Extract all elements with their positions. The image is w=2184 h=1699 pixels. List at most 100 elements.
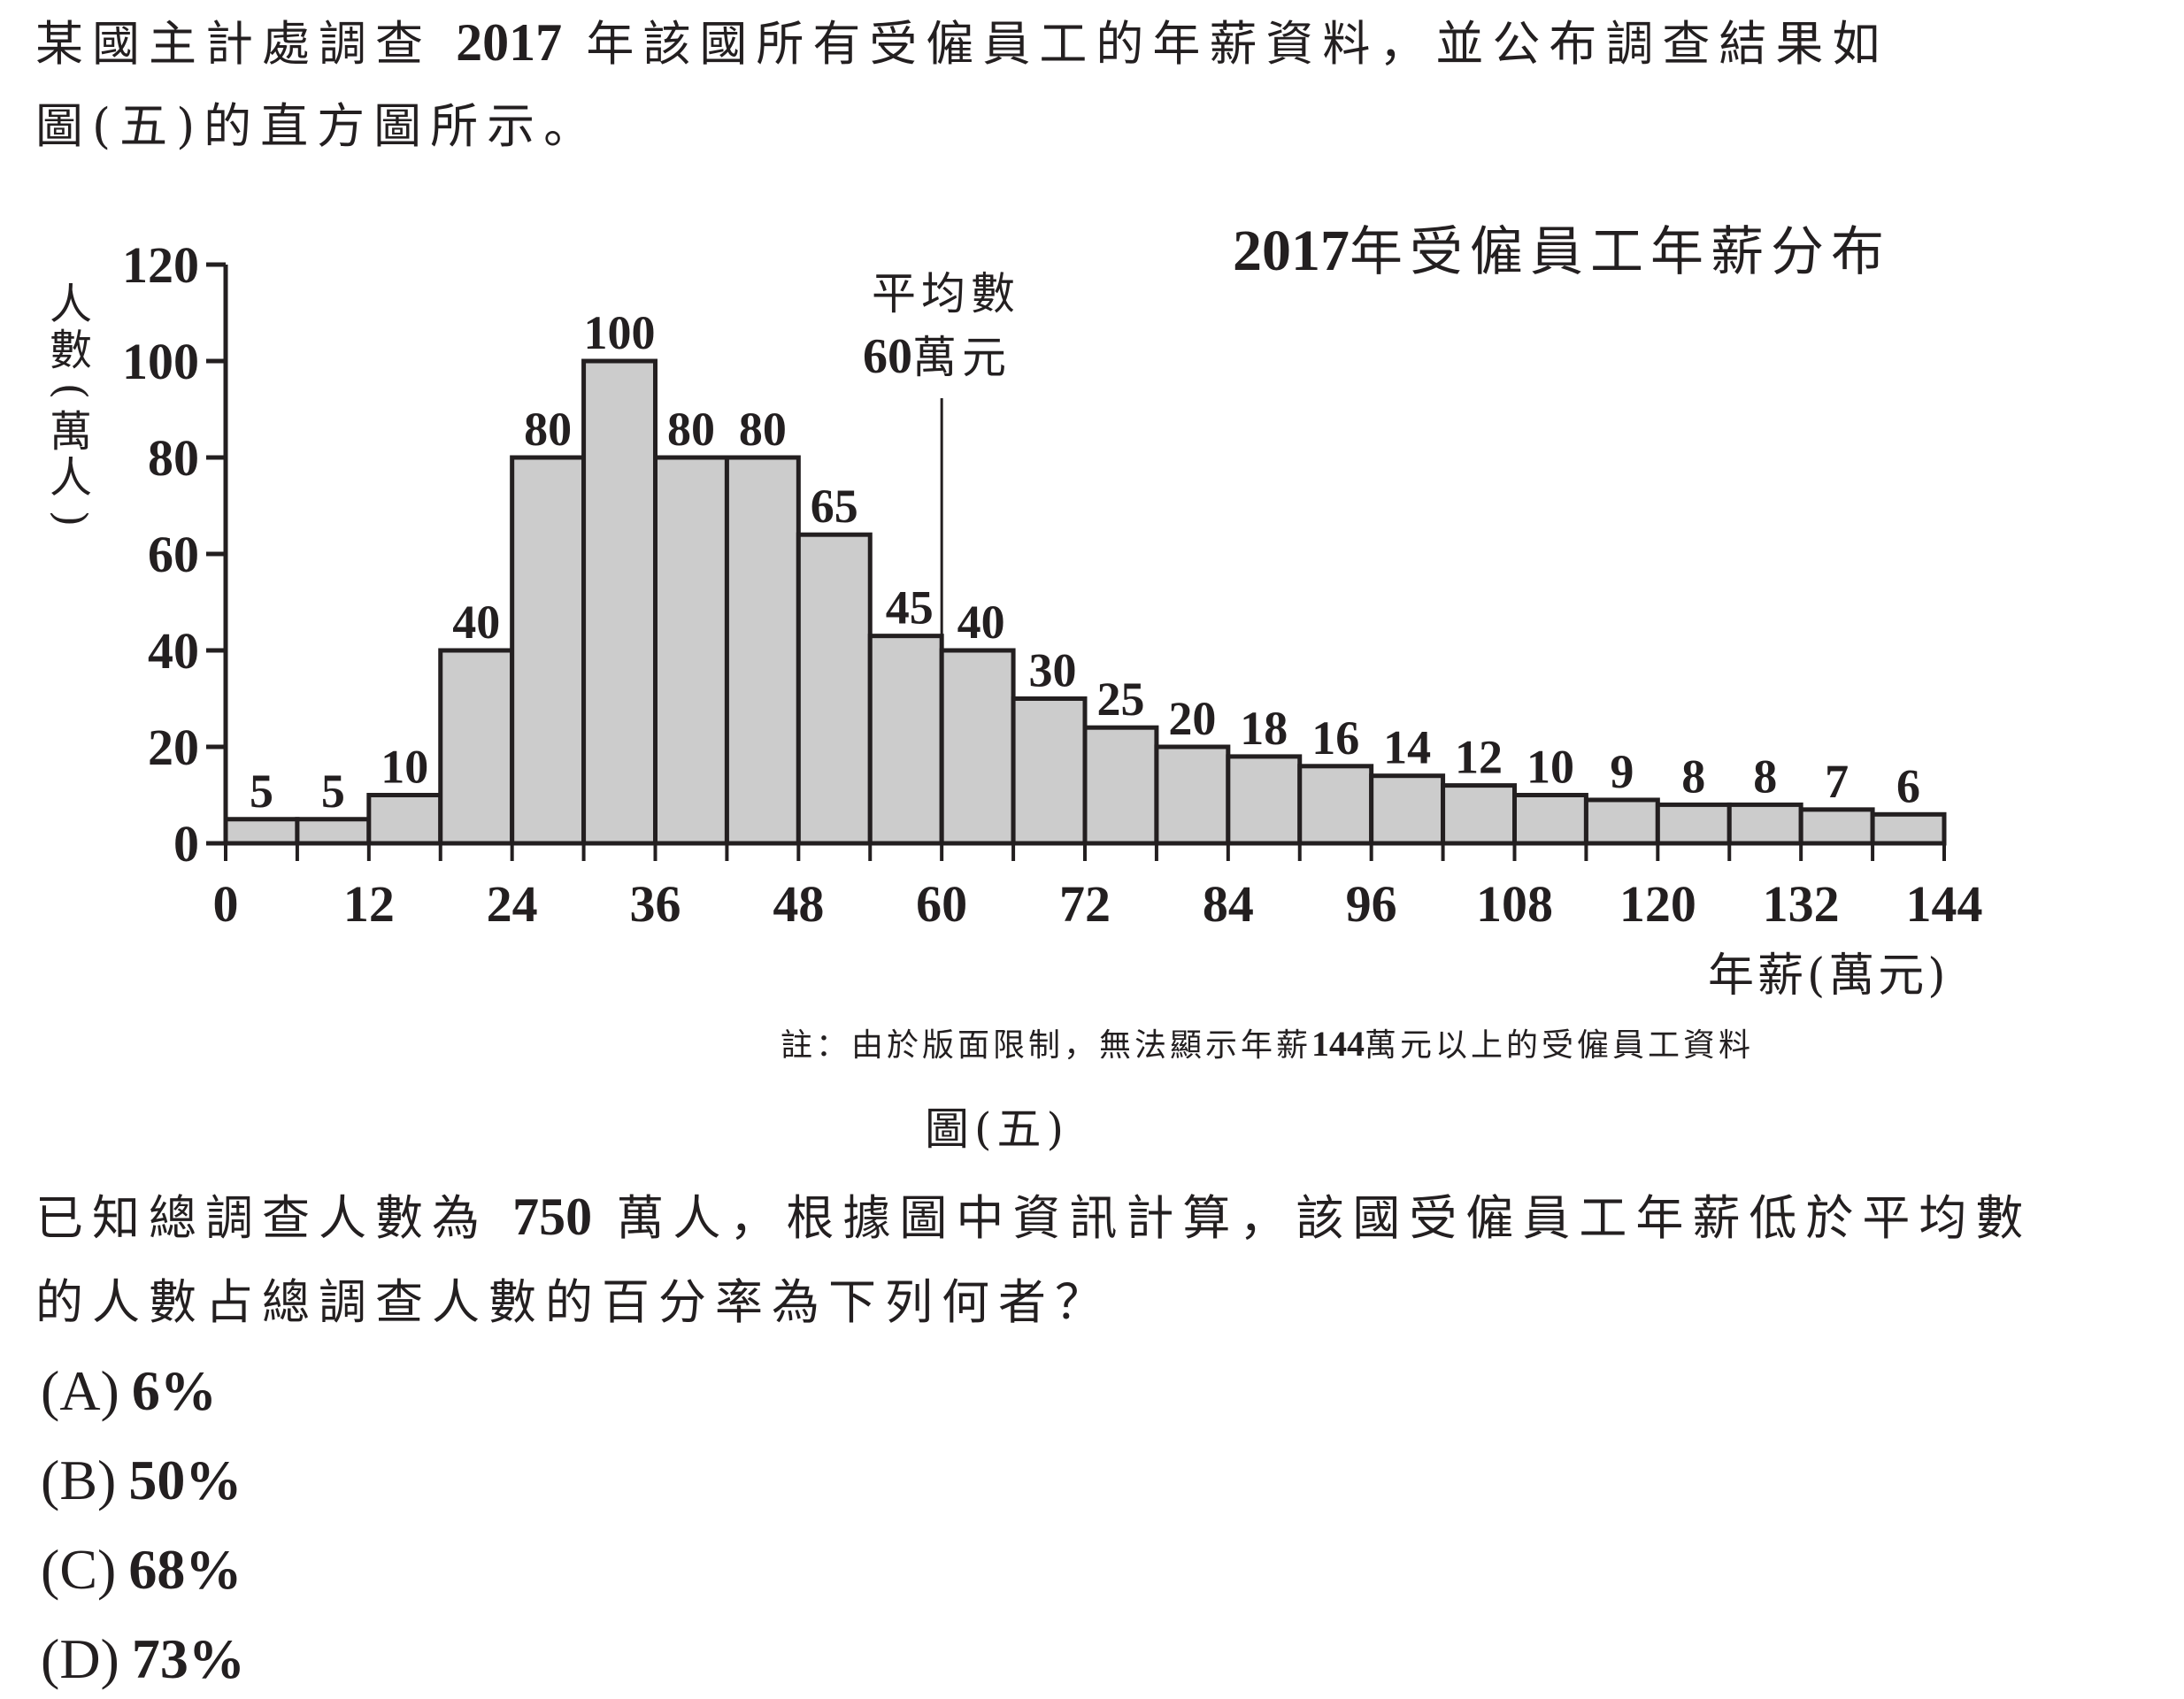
- histogram-bar: [223, 817, 300, 846]
- y-axis-label: 人數(萬人): [46, 281, 96, 536]
- x-tick-label: 132: [1763, 875, 1840, 933]
- histogram-bar: [295, 817, 372, 846]
- histogram-bar: [366, 793, 443, 846]
- question-text: 萬人，根據圖中資訊計算，該國受僱員工年薪低於平均數: [616, 1190, 2033, 1246]
- histogram-bar: [653, 455, 729, 846]
- x-tick-label: 108: [1476, 875, 1553, 933]
- histogram-bar: [1369, 773, 1446, 846]
- option-label: (C): [41, 1538, 117, 1601]
- histogram-bar: [1011, 696, 1088, 846]
- option-value: 6%: [131, 1359, 217, 1422]
- histogram-bar: [1154, 744, 1231, 846]
- mean-annotation-line-1: 平均數: [872, 268, 1020, 319]
- bar-value-label: 80: [667, 403, 715, 456]
- histogram-bar: [1441, 783, 1518, 846]
- option-label: (D): [41, 1627, 119, 1690]
- histogram-bar: [581, 358, 658, 846]
- histogram-bar: [1726, 802, 1803, 846]
- y-axis-label-char: ): [46, 510, 96, 527]
- x-tick-label: 12: [343, 875, 395, 933]
- bar-value-label: 14: [1383, 721, 1431, 774]
- bar-value-label: 8: [1753, 750, 1777, 803]
- intro-text: 年該國所有受僱員工的年薪資料，並公布調查結果如: [586, 16, 1889, 72]
- option-c[interactable]: (C) 68%: [41, 1541, 242, 1598]
- x-tick-label: 120: [1619, 875, 1696, 933]
- histogram-bar: [1512, 793, 1588, 846]
- histogram-bar: [939, 648, 1016, 846]
- x-tick-label: 144: [1906, 875, 1983, 933]
- figure-caption: 圖(五): [925, 1103, 1070, 1155]
- y-tick-label: 80: [148, 429, 199, 487]
- histogram-bar: [510, 455, 587, 846]
- chart-note: 註：由於版面限制，無法顯示年薪144萬元以上的受僱員工資料: [781, 1019, 1754, 1065]
- bar-value-label: 40: [957, 596, 1005, 649]
- x-tick-label: 96: [1346, 875, 1397, 933]
- question-text: 已知總調查人數為: [35, 1190, 488, 1246]
- option-label: (A): [41, 1359, 119, 1422]
- histogram-bar: [1655, 802, 1732, 846]
- bar-value-label: 80: [739, 403, 787, 456]
- note-number: 144: [1311, 1024, 1365, 1064]
- option-d[interactable]: (D) 73%: [41, 1631, 245, 1687]
- option-label: (B): [41, 1449, 117, 1511]
- bar-value-label: 20: [1168, 692, 1216, 745]
- histogram-bar: [796, 532, 873, 846]
- histogram-bar: [724, 455, 801, 846]
- y-tick-label: 60: [148, 526, 199, 583]
- y-axis-label-char: (: [46, 382, 96, 400]
- question-line-1: 已知總調查人數為 750 萬人，根據圖中資訊計算，該國受僱員工年薪低於平均數: [35, 1190, 2032, 1243]
- bar-value-label: 8: [1681, 750, 1705, 803]
- histogram-bar: [1226, 754, 1303, 846]
- mean-unit: 萬元: [912, 332, 1011, 383]
- bar-value-label: 100: [584, 306, 656, 359]
- histogram-bar: [1870, 811, 1947, 846]
- bar-value-label: 80: [524, 403, 572, 456]
- bar-value-label: 5: [321, 765, 345, 818]
- y-axis-label-char: 萬: [49, 407, 92, 457]
- y-tick-label: 100: [122, 333, 199, 390]
- option-value: 50%: [128, 1449, 242, 1511]
- bar-value-label: 7: [1825, 755, 1849, 808]
- bar-value-label: 16: [1311, 711, 1359, 765]
- option-b[interactable]: (B) 50%: [41, 1452, 242, 1509]
- chart-title-year: 2017: [1233, 219, 1350, 283]
- intro-text: 某國主計處調查: [35, 16, 432, 72]
- histogram-bar: [1082, 725, 1159, 846]
- bar-value-label: 18: [1240, 702, 1288, 755]
- bar-value-label: 40: [452, 596, 500, 649]
- bar-value-label: 30: [1029, 644, 1077, 697]
- bar-value-label: 45: [886, 581, 934, 634]
- bar-value-label: 12: [1455, 731, 1503, 784]
- chart-title: 2017年受僱員工年薪分布: [1233, 209, 1891, 286]
- intro-line-1: 某國主計處調查 2017 年該國所有受僱員工的年薪資料，並公布調查結果如: [35, 16, 1888, 69]
- option-a[interactable]: (A) 6%: [41, 1363, 217, 1419]
- note-text: 萬元以上的受僱員工資料: [1365, 1027, 1755, 1064]
- x-tick-label: 0: [213, 875, 239, 933]
- mean-value: 60: [863, 329, 912, 384]
- bar-value-label: 65: [811, 480, 858, 533]
- y-tick-label: 20: [148, 719, 199, 776]
- x-axis-label: 年薪(萬元): [1708, 949, 1949, 1003]
- y-axis-label-char: 人: [49, 453, 92, 503]
- intro-line-2: 圖(五)的直方圖所示。: [35, 98, 601, 154]
- histogram-bar: [1583, 797, 1660, 846]
- question-line-2: 的人數占總調查人數的百分率為下列何者？: [35, 1274, 1111, 1330]
- chart-title-text: 年受僱員工年薪分布: [1350, 221, 1891, 283]
- histogram-bar: [1798, 807, 1875, 846]
- mean-annotation-line-2: 60萬元: [863, 322, 1011, 386]
- y-axis-label-char: 數: [49, 326, 92, 375]
- note-text: 註：由於版面限制，無法顯示年薪: [781, 1027, 1312, 1064]
- x-tick-label: 24: [487, 875, 538, 933]
- question-number: 750: [512, 1188, 593, 1246]
- bar-value-label: 9: [1610, 745, 1634, 798]
- x-tick-label: 36: [630, 875, 681, 933]
- histogram-bar: [867, 634, 944, 846]
- bar-value-label: 6: [1896, 759, 1920, 812]
- y-tick-label: 0: [173, 815, 199, 873]
- y-axis-label-char: 人: [49, 280, 92, 329]
- x-tick-label: 72: [1059, 875, 1111, 933]
- bar-value-label: 25: [1096, 673, 1144, 726]
